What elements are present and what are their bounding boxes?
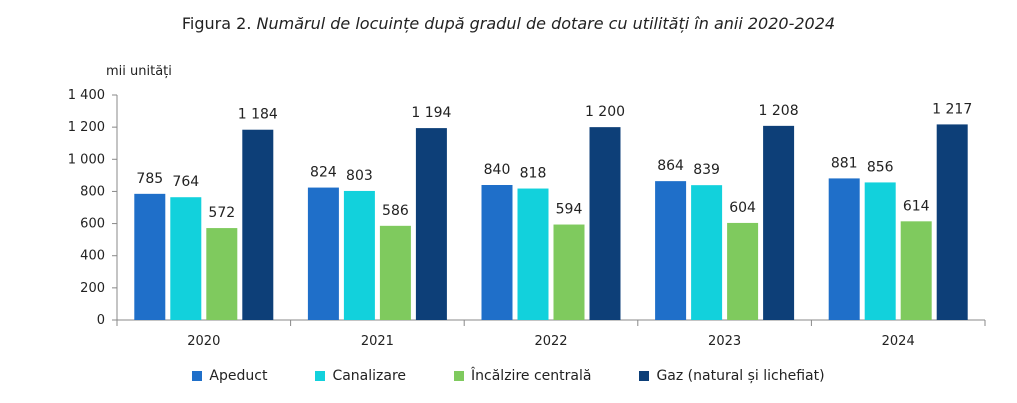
data-label: 839 [693, 162, 720, 178]
bar--nc-lzire-central--2021 [379, 225, 411, 320]
x-tick-label: 2022 [534, 334, 567, 349]
bar-canalizare-2024 [864, 182, 896, 320]
data-label: 614 [903, 198, 930, 214]
legend-item: Gaz (natural și lichefiat) [639, 368, 825, 384]
legend-item: Apeduct [192, 368, 267, 384]
legend-label: Încălzire centrală [471, 368, 592, 384]
bar-canalizare-2022 [517, 188, 549, 320]
bar-gaz-natural-i-lichefiat--2021 [415, 128, 447, 320]
figure-title-text: Numărul de locuințe după gradul de dotar… [256, 14, 836, 33]
legend-label: Canalizare [332, 368, 407, 384]
y-tick-label: 1 200 [68, 120, 105, 135]
bar--nc-lzire-central--2023 [727, 222, 759, 320]
data-label: 594 [556, 202, 583, 218]
bar-apeduct-2024 [828, 178, 860, 320]
bar-apeduct-2020 [134, 193, 166, 320]
legend-label: Apeduct [209, 368, 268, 384]
bar-canalizare-2021 [343, 190, 375, 320]
data-label: 803 [346, 168, 373, 184]
data-label: 864 [657, 158, 684, 174]
bar-apeduct-2022 [481, 185, 513, 320]
bar-chart: 0 200 400 600 800 1 000 1 200 1 400 785 764 572 1 1… [68, 88, 986, 349]
bar--nc-lzire-central--2020 [206, 228, 238, 320]
data-label: 881 [831, 155, 858, 171]
x-tick-label: 2021 [361, 334, 394, 349]
legend-swatch [192, 371, 203, 381]
y-tick-label: 800 [80, 184, 105, 199]
x-tick-label: 2024 [882, 334, 915, 349]
y-tick-label: 600 [80, 217, 105, 232]
data-label: 785 [136, 171, 163, 187]
y-tick-label: 1 400 [68, 88, 105, 103]
data-label: 586 [382, 203, 409, 219]
data-label: 764 [172, 174, 199, 190]
bar--nc-lzire-central--2022 [553, 224, 585, 320]
legend-swatch [315, 371, 326, 381]
legend-swatch [454, 371, 465, 381]
data-label: 840 [484, 162, 511, 178]
y-tick-label: 0 [97, 313, 105, 328]
bar-gaz-natural-i-lichefiat--2020 [242, 129, 274, 320]
bar-gaz-natural-i-lichefiat--2022 [589, 127, 621, 321]
data-label: 824 [310, 165, 337, 181]
y-tick-label: 200 [80, 281, 105, 296]
legend-item: Încălzire centrală [454, 368, 591, 384]
data-label: 604 [729, 200, 756, 216]
data-label: 1 200 [585, 104, 625, 120]
data-label: 856 [867, 159, 894, 175]
legend-swatch [639, 371, 650, 381]
chart-legend: Apeduct Canalizare Încălzire centrală Gaz (… [0, 368, 1017, 384]
bar-apeduct-2021 [307, 187, 339, 320]
bar-canalizare-2020 [170, 197, 202, 320]
bar--nc-lzire-central--2024 [900, 221, 932, 320]
data-label: 1 208 [759, 103, 799, 119]
data-label: 1 184 [238, 107, 278, 123]
data-label: 1 217 [932, 101, 972, 117]
data-label: 818 [520, 166, 547, 182]
data-label: 572 [208, 205, 235, 221]
bar-gaz-natural-i-lichefiat--2023 [763, 125, 795, 320]
y-tick-label: 1 000 [68, 152, 105, 167]
chart-title: Figura 2. Numărul de locuințe după gradu… [0, 14, 1017, 33]
data-label: 1 194 [411, 105, 451, 121]
bar-canalizare-2023 [691, 185, 723, 320]
bar-gaz-natural-i-lichefiat--2024 [936, 124, 968, 321]
legend-label: Gaz (natural și lichefiat) [656, 368, 825, 384]
legend-item: Canalizare [315, 368, 406, 384]
figure-prefix: Figura 2. [181, 14, 257, 33]
x-tick-label: 2023 [708, 334, 741, 349]
bar-apeduct-2023 [655, 181, 687, 320]
y-tick-label: 400 [80, 249, 105, 264]
y-axis-unit-label: mii unități [106, 64, 172, 79]
x-tick-label: 2020 [187, 334, 220, 349]
